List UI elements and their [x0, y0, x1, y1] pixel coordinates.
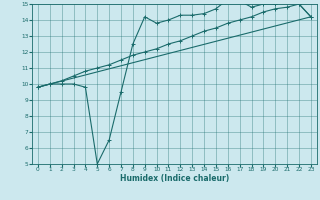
X-axis label: Humidex (Indice chaleur): Humidex (Indice chaleur)	[120, 174, 229, 183]
